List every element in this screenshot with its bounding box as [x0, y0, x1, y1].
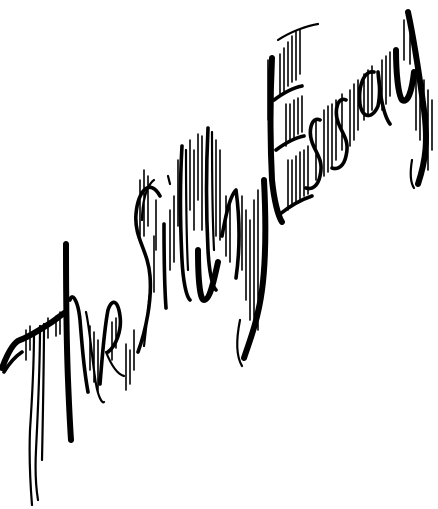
signature-letter-ss: [304, 97, 349, 191]
signature-letter-t: [0, 309, 69, 507]
signature-letter-i: [162, 174, 172, 310]
signature-letter-a: [357, 70, 392, 126]
signature-hatching: [25, 19, 433, 393]
signature-letter-y-final: [393, 9, 429, 190]
signature-letter-e: [98, 300, 126, 386]
signature-letter-h: [63, 241, 106, 443]
